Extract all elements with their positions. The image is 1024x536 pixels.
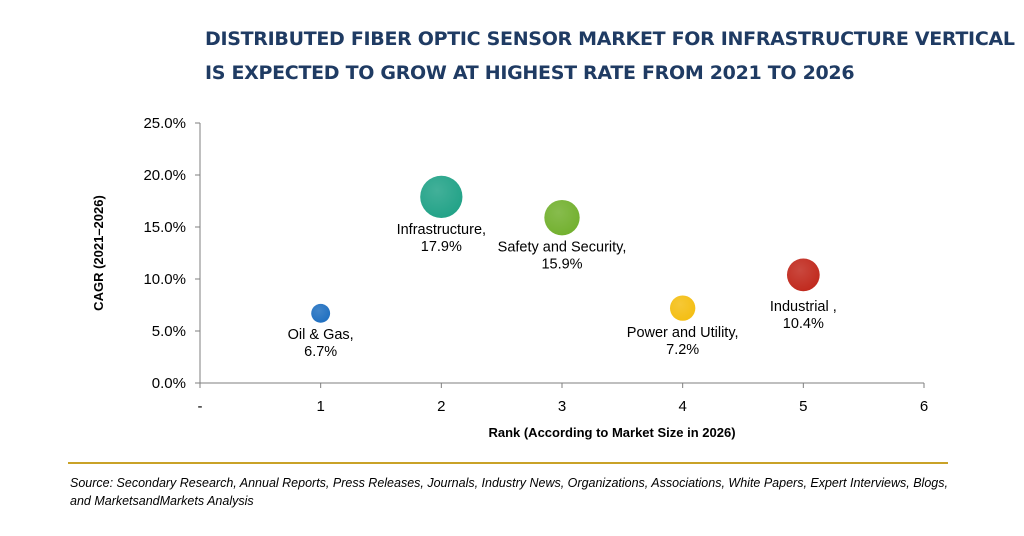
bubble-point [544,199,580,236]
x-tick-label: 3 [558,398,566,415]
x-tick-label: 6 [920,398,928,415]
y-axis-title: CAGR (2021–2026) [91,195,106,311]
bubble-point [786,258,820,292]
x-axis-title: Rank (According to Market Size in 2026) [488,425,735,440]
x-tick-label: - [198,398,203,415]
y-tick-label: 20.0% [143,167,186,184]
data-label: Industrial , [770,299,837,315]
y-tick-label: 10.0% [143,271,186,288]
source-divider [68,462,948,464]
source-note: Source: Secondary Research, Annual Repor… [70,476,948,508]
y-tick-label: 5.0% [152,323,186,340]
x-tick-label: 4 [678,398,686,415]
chart-title-line-1: DISTRIBUTED FIBER OPTIC SENSOR MARKET FO… [205,28,1015,50]
data-label: 6.7% [304,344,337,360]
data-label: Power and Utility, [627,325,739,341]
y-tick-label: 0.0% [152,375,186,392]
x-tick-label: 2 [437,398,445,415]
data-label: 10.4% [783,316,824,332]
bubble-point [311,303,331,323]
data-label: Safety and Security, [498,239,627,255]
data-label: Oil & Gas, [288,327,354,343]
x-tick-label: 1 [316,398,324,415]
data-label: Infrastructure, [397,222,486,238]
bubble-point [420,175,463,218]
data-label: 17.9% [421,239,462,255]
bubble-chart: 0.0% 5.0% 10.0% 15.0% 20.0% 25.0% - 1 2 3 4 5 6 Rank … [91,115,928,440]
x-tick-label: 5 [799,398,807,415]
chart-title-line-2: IS EXPECTED TO GROW AT HIGHEST RATE FROM… [205,62,855,84]
y-tick-label: 25.0% [143,115,186,132]
bubble-point [669,295,696,321]
data-label: 15.9% [541,256,582,272]
y-tick-label: 15.0% [143,219,186,236]
chart-title: DISTRIBUTED FIBER OPTIC SENSOR MARKET FO… [205,22,1015,90]
data-label: 7.2% [666,342,699,358]
